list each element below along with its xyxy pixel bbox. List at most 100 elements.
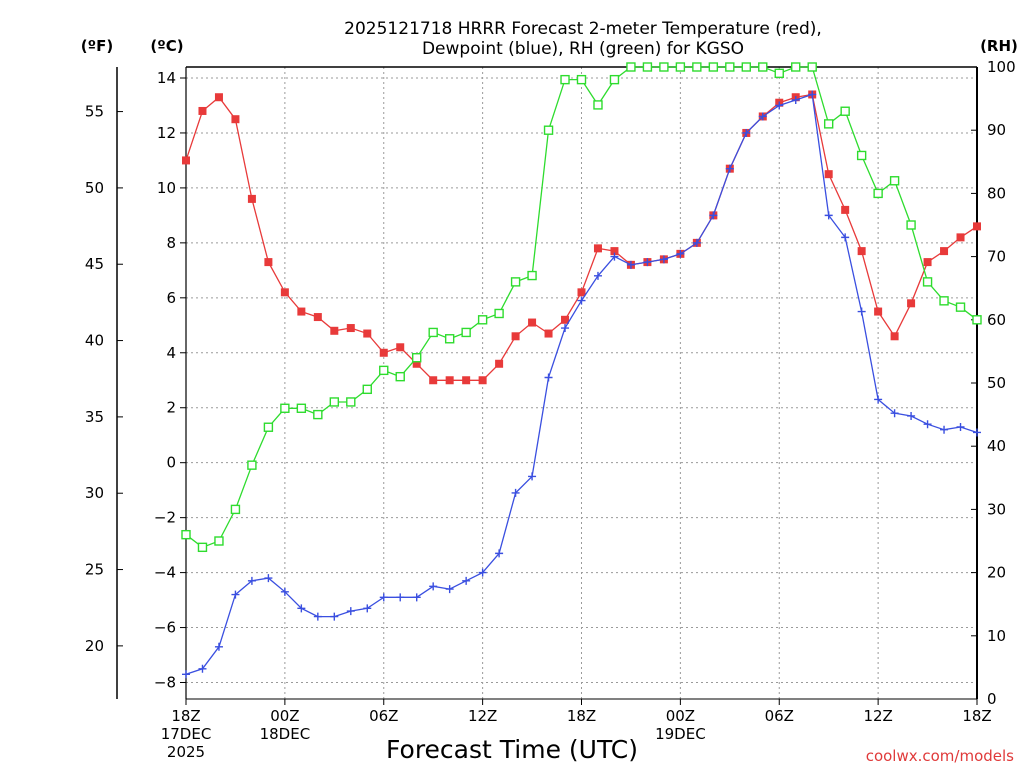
celsius-tick-label: −2 bbox=[154, 509, 176, 527]
temperature-point bbox=[874, 307, 883, 316]
temperature-point bbox=[544, 329, 553, 338]
time-tick-label: 18Z bbox=[567, 707, 596, 725]
source-credit: coolwx.com/models bbox=[866, 747, 1014, 765]
temperature-point bbox=[445, 376, 454, 385]
temperature-point bbox=[412, 359, 421, 368]
rh-tick-label: 50 bbox=[987, 374, 1006, 392]
rh-point bbox=[692, 62, 702, 72]
rh-point bbox=[889, 176, 900, 186]
rh-point bbox=[247, 460, 257, 470]
dewpoint-point bbox=[297, 604, 306, 613]
rh-point bbox=[477, 315, 488, 325]
temperature-point bbox=[973, 222, 981, 231]
dewpoint-point bbox=[758, 112, 767, 121]
rh-point bbox=[197, 542, 208, 553]
rh-point bbox=[609, 74, 620, 85]
dewpoint-point bbox=[544, 373, 553, 382]
rh-tick-label: 20 bbox=[987, 564, 1006, 582]
temperature-point bbox=[610, 247, 619, 256]
rh-point bbox=[774, 68, 784, 79]
temperature-point bbox=[297, 307, 306, 316]
temperature-point bbox=[462, 376, 471, 385]
rh-point bbox=[972, 315, 982, 325]
rh-point bbox=[412, 353, 422, 363]
rh-point bbox=[346, 397, 356, 407]
dewpoint-point bbox=[429, 582, 438, 591]
time-tick-label: 00Z bbox=[666, 707, 695, 725]
rh-point bbox=[791, 62, 801, 72]
temperature-point bbox=[577, 288, 586, 297]
celsius-unit-label: (ºC) bbox=[150, 37, 183, 55]
rh-point bbox=[527, 270, 537, 281]
dewpoint-point bbox=[626, 260, 635, 269]
rh-point bbox=[560, 74, 570, 85]
rh-tick-label: 10 bbox=[987, 627, 1006, 645]
fahrenheit-tick-label: 20 bbox=[85, 637, 104, 655]
rh-point bbox=[362, 384, 372, 395]
dewpoint-point bbox=[182, 670, 190, 679]
dewpoint-point bbox=[824, 211, 833, 220]
dewpoint-point bbox=[643, 258, 652, 267]
time-tick-label: 19DEC bbox=[655, 725, 706, 743]
temperature-point bbox=[429, 376, 438, 385]
dewpoint-point bbox=[561, 324, 570, 333]
celsius-tick-label: −6 bbox=[154, 619, 176, 637]
time-tick-label: 18Z bbox=[962, 707, 991, 725]
dewpoint-point bbox=[907, 411, 916, 420]
rh-point bbox=[543, 125, 554, 135]
celsius-tick-label: 12 bbox=[157, 124, 176, 142]
temperature-point bbox=[330, 326, 339, 335]
dewpoint-point bbox=[742, 128, 751, 137]
rh-tick-label: 70 bbox=[987, 248, 1006, 266]
temperature-point bbox=[495, 359, 504, 368]
dewpoint-point bbox=[445, 585, 454, 594]
grid-lines bbox=[186, 67, 977, 699]
celsius-tick-label: 0 bbox=[166, 454, 176, 472]
dewpoint-point bbox=[791, 95, 800, 104]
rh-point bbox=[741, 62, 751, 72]
rh-point bbox=[807, 62, 817, 72]
dewpoint-point bbox=[956, 422, 965, 431]
rh-tick-label: 40 bbox=[987, 437, 1006, 455]
rh-point bbox=[510, 277, 521, 287]
dewpoint-point bbox=[330, 612, 339, 621]
rh-point bbox=[840, 106, 850, 116]
dewpoint-point bbox=[528, 472, 537, 481]
rh-unit-label: (RH) bbox=[980, 37, 1018, 55]
rh-point bbox=[181, 529, 191, 540]
rh-point bbox=[263, 422, 274, 432]
temperature-point bbox=[346, 324, 355, 333]
dewpoint-point bbox=[313, 612, 322, 621]
fahrenheit-tick-label: 30 bbox=[85, 484, 104, 502]
rh-point bbox=[444, 334, 455, 344]
dewpoint-point bbox=[890, 409, 899, 418]
rh-point bbox=[939, 296, 949, 306]
time-tick-label: 06Z bbox=[765, 707, 794, 725]
temperature-point bbox=[907, 299, 916, 308]
rh-point bbox=[642, 62, 653, 72]
dewpoint-point bbox=[396, 593, 405, 602]
fahrenheit-tick-label: 25 bbox=[85, 561, 104, 579]
temperature-point bbox=[198, 106, 207, 115]
time-tick-label: 12Z bbox=[863, 707, 892, 725]
fahrenheit-tick-label: 35 bbox=[85, 408, 104, 426]
dewpoint-point bbox=[923, 420, 932, 429]
rh-point bbox=[856, 150, 867, 161]
rh-point bbox=[593, 100, 603, 110]
celsius-tick-label: 4 bbox=[166, 344, 176, 362]
temperature-point bbox=[478, 376, 487, 385]
rh-tick-label: 30 bbox=[987, 500, 1006, 518]
rh-tick-label: 80 bbox=[987, 184, 1006, 202]
rh-point bbox=[922, 277, 933, 287]
time-tick-label: 17DEC bbox=[161, 725, 212, 743]
series-layer bbox=[181, 62, 982, 679]
temperature-point bbox=[264, 258, 273, 267]
rh-tick-label: 0 bbox=[987, 690, 997, 708]
temperature-point bbox=[363, 329, 372, 338]
series-rh bbox=[181, 62, 982, 553]
fahrenheit-tick-label: 45 bbox=[85, 255, 104, 273]
dewpoint-point bbox=[462, 576, 471, 585]
series-dewpoint bbox=[182, 90, 981, 679]
